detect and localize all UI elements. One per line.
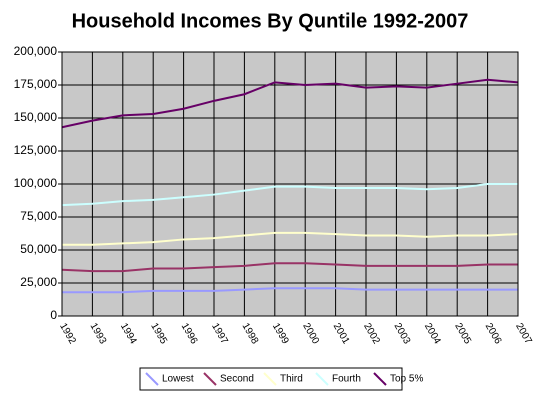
legend-swatch <box>145 372 159 386</box>
x-tick-label: 2006 <box>483 321 504 346</box>
series-line <box>61 183 518 207</box>
x-tick-label: 1992 <box>57 321 78 346</box>
y-tick-label: 200,000 <box>14 44 58 58</box>
y-tick-label: 25,000 <box>20 275 57 289</box>
x-tick-label: 2003 <box>392 321 413 346</box>
legend-swatch <box>315 372 329 386</box>
plot-border <box>61 51 519 317</box>
x-tick-label: 2000 <box>300 321 321 346</box>
chart-title: Household Incomes By Quntile 1992-2007 <box>72 10 469 32</box>
series-line <box>61 262 518 273</box>
legend-label: Second <box>220 374 254 385</box>
x-tick-label: 2007 <box>513 321 534 346</box>
legend-label: Lowest <box>162 374 194 385</box>
y-tick-label: 50,000 <box>20 242 57 256</box>
x-tick-label: 2002 <box>361 321 382 346</box>
y-tick-label: 100,000 <box>14 176 58 190</box>
x-tick-label: 2005 <box>452 321 473 346</box>
y-tick-label: 175,000 <box>14 77 58 91</box>
x-tick-label: 1997 <box>209 321 230 346</box>
series-line <box>62 287 518 294</box>
x-tick-label: 1998 <box>240 321 261 346</box>
y-tick-label: 75,000 <box>20 209 57 223</box>
legend-swatch <box>203 372 217 386</box>
legend-label: Fourth <box>332 374 361 385</box>
x-tick-label: 1999 <box>270 321 291 346</box>
y-tick-label: 125,000 <box>14 143 58 157</box>
x-tick-label: 1994 <box>118 321 139 346</box>
y-tick-label: 0 <box>50 308 57 322</box>
legend-label: Top 5% <box>390 374 423 385</box>
x-tick-label: 1993 <box>88 321 109 346</box>
series-line <box>61 78 519 129</box>
series-line <box>62 231 519 246</box>
legend-swatch <box>373 372 387 386</box>
x-tick-label: 2001 <box>331 321 352 346</box>
legend-swatch <box>263 372 277 386</box>
x-tick-label: 2004 <box>422 321 443 346</box>
y-tick-label: 150,000 <box>14 110 58 124</box>
legend-label: Third <box>280 374 303 385</box>
x-tick-label: 1996 <box>179 321 200 346</box>
x-tick-label: 1995 <box>148 321 169 346</box>
